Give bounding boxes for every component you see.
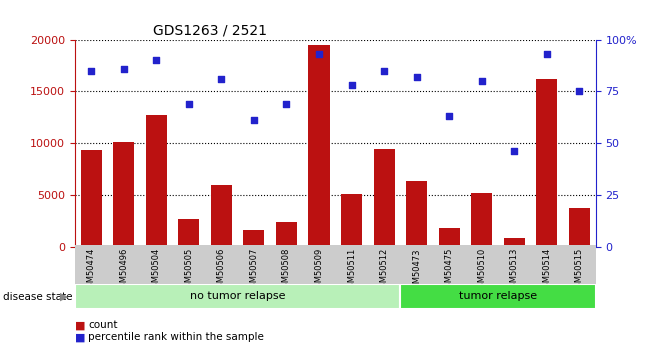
Text: GSM50475: GSM50475: [445, 248, 454, 294]
Point: [118, 66, 129, 71]
Bar: [75, 284, 400, 309]
Text: ■: ■: [75, 321, 85, 330]
Text: GSM50508: GSM50508: [282, 248, 291, 294]
Text: disease state: disease state: [3, 292, 73, 302]
Point: [346, 82, 357, 88]
Point: [509, 149, 519, 154]
Text: GSM50507: GSM50507: [249, 248, 258, 294]
Bar: [81, 150, 102, 247]
Text: GSM50504: GSM50504: [152, 248, 161, 293]
Bar: [146, 115, 167, 247]
Bar: [504, 238, 525, 247]
Text: GSM50512: GSM50512: [380, 248, 389, 293]
Text: GSM50511: GSM50511: [347, 248, 356, 293]
Text: GSM50510: GSM50510: [477, 248, 486, 293]
Point: [249, 118, 259, 123]
Text: GSM50506: GSM50506: [217, 248, 226, 294]
Bar: [439, 228, 460, 247]
Text: tumor relapse: tumor relapse: [459, 292, 537, 301]
Bar: [569, 208, 590, 247]
Text: GSM50513: GSM50513: [510, 248, 519, 294]
Bar: [374, 149, 395, 247]
Text: GSM50505: GSM50505: [184, 248, 193, 293]
Point: [542, 51, 552, 57]
Text: GSM50496: GSM50496: [119, 248, 128, 294]
Bar: [536, 79, 557, 247]
Point: [151, 58, 161, 63]
Text: GSM50474: GSM50474: [87, 248, 96, 294]
Point: [281, 101, 292, 107]
Text: no tumor relapse: no tumor relapse: [190, 292, 285, 301]
Bar: [309, 45, 329, 247]
Point: [314, 51, 324, 57]
Text: GSM50515: GSM50515: [575, 248, 584, 293]
Text: GDS1263 / 2521: GDS1263 / 2521: [153, 23, 267, 37]
Point: [574, 89, 585, 94]
Text: percentile rank within the sample: percentile rank within the sample: [88, 333, 264, 342]
Bar: [400, 284, 596, 309]
Bar: [341, 194, 362, 247]
Text: GSM50473: GSM50473: [412, 248, 421, 294]
Point: [86, 68, 96, 73]
Bar: [178, 219, 199, 247]
Bar: [406, 181, 427, 247]
Point: [216, 76, 227, 82]
Bar: [276, 222, 297, 247]
Text: ▶: ▶: [59, 292, 68, 302]
Text: ■: ■: [75, 333, 85, 342]
Bar: [471, 193, 492, 247]
Point: [477, 78, 487, 84]
Bar: [243, 230, 264, 247]
Bar: [211, 185, 232, 247]
Point: [411, 74, 422, 80]
Point: [379, 68, 389, 73]
Text: GSM50514: GSM50514: [542, 248, 551, 293]
Point: [444, 114, 454, 119]
Text: GSM50509: GSM50509: [314, 248, 324, 293]
Text: count: count: [88, 321, 117, 330]
Point: [184, 101, 194, 107]
Bar: [113, 142, 134, 247]
